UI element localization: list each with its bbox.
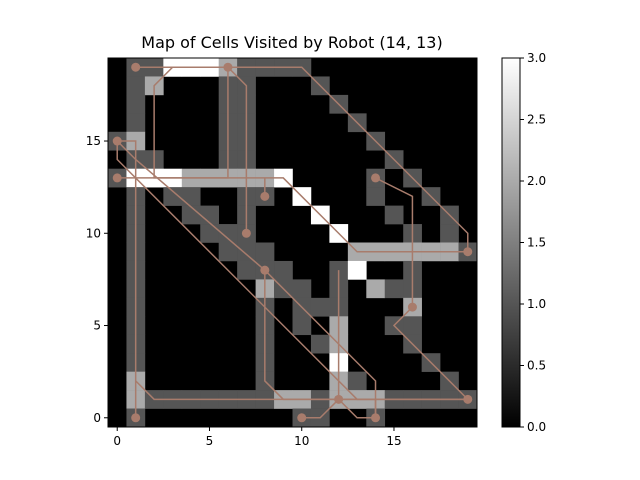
robot-point	[241, 228, 251, 238]
heatmap-cell	[366, 279, 386, 299]
chart-title: Map of Cells Visited by Robot (14, 13)	[141, 33, 442, 52]
robot-point	[260, 265, 270, 275]
heatmap-cell	[384, 279, 404, 299]
heatmap-cell	[200, 224, 219, 243]
colorbar-tick-label: 2.5	[527, 113, 546, 127]
robot-point	[131, 413, 141, 423]
robot-point	[371, 173, 381, 183]
heatmap-cell	[292, 316, 312, 336]
robot-point	[463, 394, 473, 404]
y-tick-label: 5	[93, 319, 101, 333]
heatmap-cell	[126, 113, 146, 133]
heatmap-cell	[310, 297, 330, 317]
robot-point	[371, 413, 381, 423]
x-tick-label: 0	[113, 434, 121, 448]
colorbar-tick-label: 0.5	[527, 359, 546, 373]
robot-point	[260, 191, 270, 201]
robot-point	[223, 62, 233, 72]
heatmap-cell	[310, 334, 330, 354]
heatmap-cell	[218, 224, 238, 243]
colorbar-tick-label: 1.5	[527, 236, 546, 250]
heatmap-cell	[181, 205, 201, 225]
heatmap-cell	[440, 224, 459, 243]
robot-point	[112, 136, 122, 146]
robot-point	[463, 247, 473, 257]
heatmap-cell	[237, 242, 256, 262]
colorbar-ticks: 0.0 0.5 1.0 1.5 2.0 2.5 3.0	[520, 51, 546, 434]
heatmap-cell	[366, 187, 386, 206]
plot-frame	[107, 57, 478, 428]
robot-path-line	[153, 66, 248, 234]
y-tick-label: 15	[86, 134, 101, 148]
robot-points	[112, 62, 473, 423]
heatmap-cell	[403, 316, 422, 336]
x-tick-label: 5	[206, 434, 214, 448]
heatmap-cell	[163, 187, 183, 206]
y-tick-label: 0	[93, 411, 101, 425]
heatmap-cell	[218, 242, 238, 262]
x-tick-label: 15	[386, 434, 401, 448]
heatmap-cell	[126, 94, 146, 114]
y-tick-label: 10	[86, 226, 101, 240]
colorbar-tick-label: 0.0	[527, 420, 546, 434]
heatmap-cell	[292, 279, 312, 299]
heatmap-cell	[237, 260, 256, 280]
colorbar-tick-label: 2.0	[527, 174, 546, 188]
heatmap-grid	[108, 58, 478, 428]
y-axis-ticks: 0 5 10 15	[86, 134, 108, 425]
colorbar-tick-label: 3.0	[527, 51, 546, 65]
heatmap-cell	[126, 76, 146, 96]
colorbar	[501, 57, 521, 428]
heatmap-cell	[255, 242, 275, 262]
heatmap-cell	[347, 260, 367, 280]
robot-point	[112, 173, 122, 183]
x-tick-label: 10	[294, 434, 309, 448]
colorbar-tick-label: 1.0	[527, 297, 546, 311]
robot-point	[297, 413, 307, 423]
robot-point	[407, 302, 417, 312]
x-axis-ticks: 0 5 10 15	[113, 427, 402, 448]
heatmap-cell	[200, 205, 219, 225]
heatmap-cell	[274, 260, 293, 280]
robot-point	[334, 394, 344, 404]
heatmap-cell	[384, 205, 404, 225]
heatmap-cell	[347, 371, 367, 391]
robot-path-line	[264, 269, 377, 418]
robot-point	[131, 62, 141, 72]
heatmap-cell	[181, 187, 201, 206]
